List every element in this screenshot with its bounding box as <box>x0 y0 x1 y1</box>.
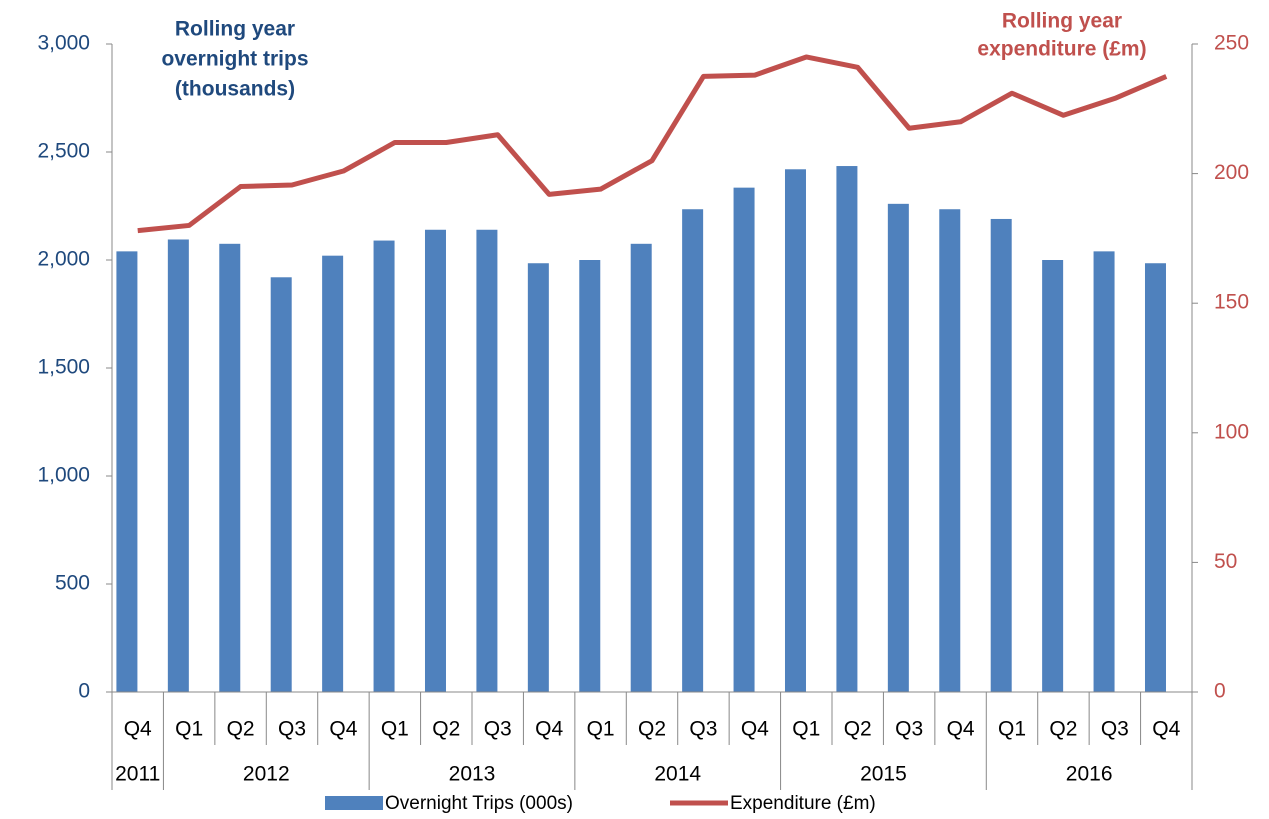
y-tick-label: 2,000 <box>37 248 90 271</box>
y2-tick-label: 250 <box>1214 32 1249 55</box>
x-tick-label: Q4 <box>329 718 357 741</box>
bar <box>990 218 1012 692</box>
legend-swatch <box>325 796 383 810</box>
y2-axis-title: expenditure (£m) <box>977 38 1146 61</box>
bar <box>270 277 292 692</box>
bar <box>733 187 755 692</box>
x-tick-label: Q1 <box>381 718 409 741</box>
legend-label: Expenditure (£m) <box>730 793 876 814</box>
x-tick-label: Q3 <box>278 718 306 741</box>
y-axis-title: (thousands) <box>175 78 295 101</box>
bar <box>630 243 652 693</box>
y-tick-label: 2,500 <box>37 140 90 163</box>
x-tick-label: Q2 <box>638 718 666 741</box>
x-tick-label: Q2 <box>1049 718 1077 741</box>
x-group-label: 2015 <box>860 763 907 786</box>
y-tick-label: 1,000 <box>37 464 90 487</box>
legend-label: Overnight Trips (000s) <box>385 793 573 814</box>
y2-tick-label: 0 <box>1214 680 1226 703</box>
bar <box>219 243 241 693</box>
x-tick-label: Q4 <box>535 718 563 741</box>
y2-tick-label: 50 <box>1214 550 1237 573</box>
x-tick-label: Q1 <box>792 718 820 741</box>
y-tick-label: 3,000 <box>37 32 90 55</box>
x-tick-label: Q4 <box>1152 718 1180 741</box>
x-tick-label: Q2 <box>844 718 872 741</box>
bar <box>836 166 858 693</box>
y-axis-title: overnight trips <box>161 48 308 71</box>
bar <box>116 251 138 693</box>
bar <box>322 255 344 692</box>
x-tick-label: Q1 <box>175 718 203 741</box>
y2-tick-label: 150 <box>1214 291 1249 314</box>
y2-tick-label: 200 <box>1214 161 1249 184</box>
x-tick-label: Q4 <box>741 718 769 741</box>
x-tick-label: Q3 <box>689 718 717 741</box>
bar <box>682 209 704 693</box>
y-tick-label: 500 <box>55 572 90 595</box>
bar <box>373 240 395 692</box>
bar <box>527 263 549 692</box>
x-group-label: 2013 <box>449 763 496 786</box>
x-tick-label: Q4 <box>947 718 975 741</box>
x-tick-label: Q1 <box>587 718 615 741</box>
y-tick-label: 1,500 <box>37 356 90 379</box>
x-tick-label: Q2 <box>432 718 460 741</box>
bar <box>1144 263 1166 692</box>
bar <box>579 260 601 692</box>
bar <box>476 229 498 692</box>
bar <box>167 239 189 693</box>
x-group-label: 2014 <box>654 763 701 786</box>
y2-tick-label: 100 <box>1214 420 1249 443</box>
bar <box>939 209 961 693</box>
x-tick-label: Q3 <box>895 718 923 741</box>
bar <box>784 169 806 692</box>
x-tick-label: Q1 <box>998 718 1026 741</box>
y2-axis-title: Rolling year <box>1002 10 1122 33</box>
x-group-label: 2016 <box>1066 763 1113 786</box>
x-tick-label: Q3 <box>484 718 512 741</box>
bar <box>1093 251 1115 693</box>
x-tick-label: Q4 <box>124 718 152 741</box>
x-group-label: 2011 <box>115 763 160 786</box>
bar <box>424 229 446 692</box>
x-group-label: 2012 <box>243 763 290 786</box>
bar <box>887 203 909 692</box>
y-axis-title: Rolling year <box>175 18 295 41</box>
x-tick-label: Q2 <box>227 718 255 741</box>
line <box>137 54 1168 234</box>
y-tick-label: 0 <box>78 680 90 703</box>
bar <box>1042 260 1064 692</box>
x-tick-label: Q3 <box>1101 718 1129 741</box>
